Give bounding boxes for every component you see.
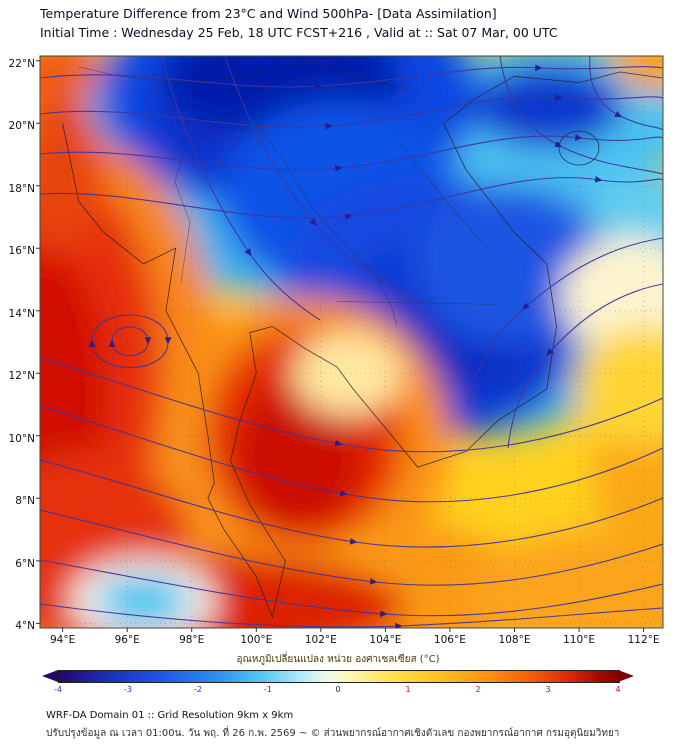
colorbar-tick-label: 0 bbox=[335, 685, 341, 694]
y-axis-tick-label: 8°N bbox=[15, 495, 35, 507]
colorbar-tick-label: -4 bbox=[54, 685, 62, 694]
x-axis-tick-label: 96°E bbox=[114, 634, 140, 646]
y-axis-tick-label: 18°N bbox=[8, 183, 35, 195]
temperature-field bbox=[40, 56, 663, 628]
x-axis-tick-label: 98°E bbox=[179, 634, 205, 646]
wind-streamlines bbox=[40, 56, 663, 628]
x-axis-tick-label: 94°E bbox=[49, 634, 76, 646]
plot-frame bbox=[39, 55, 664, 629]
colorbar-tick-label: -2 bbox=[194, 685, 202, 694]
y-axis-tick-label: 14°N bbox=[8, 308, 35, 320]
colorbar-tick-label: -1 bbox=[264, 685, 272, 694]
page-title: Temperature Difference from 23°C and Win… bbox=[40, 6, 497, 21]
map-figure bbox=[36, 55, 664, 632]
colorbar-title: อุณหภูมิเปลี่ยนแปลง หน่วย องศาเซลเซียส (… bbox=[236, 654, 440, 665]
colorbar-tick-label: -3 bbox=[124, 685, 132, 694]
y-axis-tick-label: 20°N bbox=[8, 120, 35, 132]
y-axis-tick-label: 4°N bbox=[15, 620, 35, 632]
y-axis-tick-label: 22°N bbox=[8, 58, 35, 70]
colorbar-min-arrow bbox=[42, 670, 58, 682]
colorbar-tick-label: 4 bbox=[615, 685, 621, 694]
y-axis-tick-label: 10°N bbox=[8, 433, 35, 445]
colorbar-gradient bbox=[58, 670, 620, 683]
colorbar-tick-label: 2 bbox=[475, 685, 481, 694]
x-axis-tick-label: 106°E bbox=[433, 634, 466, 646]
x-axis-tick-label: 100°E bbox=[240, 634, 273, 646]
footer-credit: ปรับปรุงข้อมูล ณ เวลา 01:00น. วัน พฤ. ที… bbox=[46, 728, 620, 739]
x-axis-tick-label: 110°E bbox=[563, 634, 596, 646]
colorbar-max-arrow bbox=[618, 670, 634, 682]
colorbar-tick-label: 1 bbox=[405, 685, 411, 694]
x-axis-tick-label: 102°E bbox=[304, 634, 337, 646]
footer-domain-info: WRF-DA Domain 01 :: Grid Resolution 9km … bbox=[46, 710, 294, 721]
colorbar-tick-label: 3 bbox=[545, 685, 551, 694]
page-subtitle: Initial Time : Wednesday 25 Feb, 18 UTC … bbox=[40, 25, 558, 40]
x-axis-tick-label: 112°E bbox=[627, 634, 660, 646]
y-axis-tick-label: 6°N bbox=[15, 558, 35, 570]
y-axis-tick-label: 12°N bbox=[8, 370, 35, 382]
x-axis-tick-label: 104°E bbox=[369, 634, 402, 646]
y-axis-tick-label: 16°N bbox=[8, 245, 35, 257]
axis-tick-marks bbox=[36, 60, 645, 632]
x-axis-tick-label: 108°E bbox=[498, 634, 531, 646]
